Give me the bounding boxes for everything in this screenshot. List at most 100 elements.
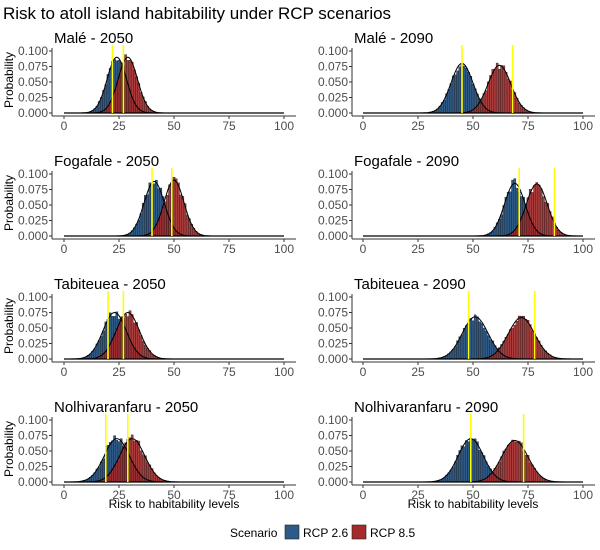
x-tick-label: 75 bbox=[222, 242, 236, 256]
y-tick-label: 0.000 bbox=[18, 352, 48, 366]
histogram-bar bbox=[463, 66, 465, 113]
histogram-bar bbox=[531, 331, 533, 359]
histogram-bar bbox=[177, 183, 179, 236]
histogram-bar bbox=[463, 447, 465, 482]
x-tick-label: 100 bbox=[573, 242, 593, 256]
histogram-bar bbox=[481, 323, 483, 359]
histogram-bar bbox=[140, 451, 142, 482]
histogram-bar bbox=[470, 76, 472, 113]
histogram-bar bbox=[465, 68, 467, 113]
x-tick-label: 50 bbox=[167, 365, 181, 379]
histogram-bar bbox=[503, 66, 505, 113]
histogram-bar bbox=[131, 435, 133, 482]
histogram-bar bbox=[531, 465, 533, 482]
y-tick-label: 0.100 bbox=[318, 290, 348, 304]
x-tick-label: 50 bbox=[466, 119, 480, 133]
histogram-bar bbox=[136, 322, 138, 359]
y-tick-label: 0.000 bbox=[318, 229, 348, 243]
histogram-bar bbox=[138, 441, 140, 482]
histogram-bar bbox=[525, 319, 527, 359]
x-tick-label: 0 bbox=[61, 242, 68, 256]
histogram-bar bbox=[454, 347, 456, 359]
y-axis-label: Probability bbox=[2, 175, 16, 231]
histogram-bar bbox=[501, 65, 503, 113]
histogram-bar bbox=[512, 180, 514, 236]
y-tick-label: 0.000 bbox=[18, 229, 48, 243]
x-tick-label: 25 bbox=[112, 365, 126, 379]
density-curve bbox=[64, 57, 284, 113]
x-tick-label: 100 bbox=[274, 365, 294, 379]
x-tick-label: 0 bbox=[360, 365, 367, 379]
x-tick-label: 0 bbox=[360, 119, 367, 133]
x-tick-label: 0 bbox=[61, 119, 68, 133]
y-tick-label: 0.050 bbox=[18, 321, 48, 335]
histogram-bar bbox=[443, 100, 445, 113]
histogram-bar bbox=[529, 324, 531, 359]
histogram-bar bbox=[538, 185, 540, 236]
histogram-bar bbox=[476, 442, 478, 482]
histogram-bar bbox=[100, 462, 102, 482]
x-tick-label: 50 bbox=[466, 242, 480, 256]
histogram-bar bbox=[129, 311, 131, 359]
y-tick-label: 0.000 bbox=[318, 352, 348, 366]
histogram-bar bbox=[509, 330, 511, 359]
y-tick-label: 0.025 bbox=[18, 91, 48, 105]
y-tick-label: 0.050 bbox=[18, 444, 48, 458]
histogram-bar bbox=[503, 451, 505, 482]
histogram-bar bbox=[507, 334, 509, 359]
y-tick-label: 0.100 bbox=[18, 167, 48, 181]
x-tick-label: 0 bbox=[61, 365, 68, 379]
histogram-bar bbox=[505, 449, 507, 482]
histogram-bar bbox=[536, 182, 538, 236]
panel: Nolhivaranfaru - 2050Probability0.0000.0… bbox=[2, 399, 296, 502]
histogram-bar bbox=[483, 328, 485, 359]
histogram-bar bbox=[465, 440, 467, 482]
chart-title: Risk to atoll island habitability under … bbox=[3, 4, 391, 23]
panel: Nolhivaranfaru - 20900.0000.0250.0500.07… bbox=[318, 399, 595, 502]
histogram-bar bbox=[472, 439, 474, 482]
histogram-bar bbox=[514, 325, 516, 359]
y-tick-label: 0.050 bbox=[318, 75, 348, 89]
histogram-bar bbox=[494, 69, 496, 113]
histogram-bar bbox=[125, 314, 127, 359]
histogram-bar bbox=[507, 445, 509, 482]
histogram-bar bbox=[131, 62, 133, 113]
x-tick-label: 75 bbox=[222, 119, 236, 133]
y-tick-label: 0.000 bbox=[318, 475, 348, 489]
histogram-bar bbox=[509, 192, 511, 236]
histogram-bar bbox=[479, 450, 481, 482]
histogram-bar bbox=[465, 326, 467, 359]
y-tick-label: 0.100 bbox=[318, 413, 348, 427]
histogram-bar bbox=[523, 213, 525, 236]
histogram-bar bbox=[501, 457, 503, 482]
histogram-bar bbox=[472, 321, 474, 359]
histogram-bar bbox=[523, 316, 525, 359]
panel: Malé - 2050Probability0.0000.0250.0500.0… bbox=[2, 30, 296, 133]
y-tick-label: 0.075 bbox=[318, 183, 348, 197]
y-tick-label: 0.100 bbox=[18, 290, 48, 304]
histogram-bar bbox=[512, 440, 514, 482]
y-tick-label: 0.075 bbox=[18, 306, 48, 320]
x-tick-label: 50 bbox=[167, 119, 181, 133]
histogram-bar bbox=[149, 183, 151, 236]
x-tick-label: 75 bbox=[521, 119, 535, 133]
y-tick-label: 0.025 bbox=[18, 337, 48, 351]
histogram-bar bbox=[498, 219, 500, 236]
panel-title: Nolhivaranfaru - 2050 bbox=[54, 399, 198, 416]
y-tick-label: 0.075 bbox=[318, 60, 348, 74]
histogram-bar bbox=[529, 463, 531, 482]
histogram-bar bbox=[485, 331, 487, 359]
histogram-bar bbox=[162, 208, 164, 236]
histogram-bar bbox=[527, 198, 529, 236]
y-tick-label: 0.025 bbox=[318, 460, 348, 474]
histogram-bar bbox=[452, 349, 454, 359]
y-tick-label: 0.050 bbox=[318, 198, 348, 212]
histogram-bar bbox=[461, 446, 463, 482]
histogram-bar bbox=[492, 69, 494, 113]
histogram-bar bbox=[129, 60, 131, 113]
y-tick-label: 0.025 bbox=[18, 460, 48, 474]
panel-title: Fogafale - 2090 bbox=[354, 153, 459, 170]
histogram-bar bbox=[536, 338, 538, 359]
x-tick-label: 50 bbox=[167, 242, 181, 256]
